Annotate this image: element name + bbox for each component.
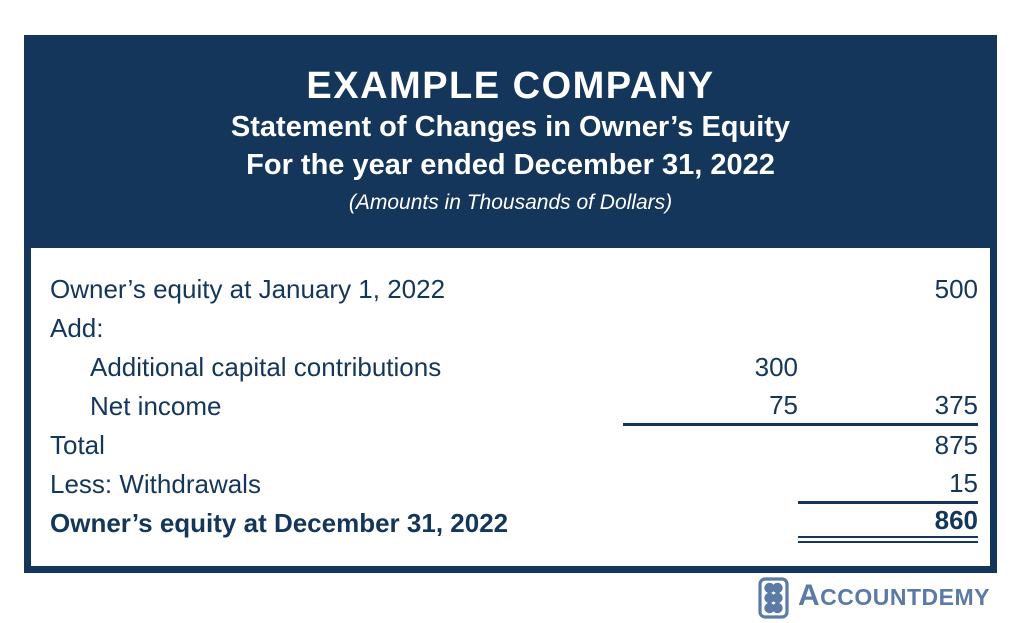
statement-note: (Amounts in Thousands of Dollars) xyxy=(348,191,673,214)
row-amount-right: 15 xyxy=(798,465,978,504)
row-amount-right: 875 xyxy=(934,430,978,460)
statement-title: Statement of Changes in Owner’s Equity xyxy=(230,111,791,143)
statement-rows: Owner’s equity at January 1, 2022 500 Ad… xyxy=(31,248,990,543)
row-label: Owner’s equity at December 31, 2022 xyxy=(50,508,509,538)
statement-period: For the year ended December 31, 2022 xyxy=(246,149,775,181)
statement-row: Less: Withdrawals 15 xyxy=(50,465,978,504)
brand-name: ACCOUNTDEMY xyxy=(798,575,990,622)
statement-row: Owner’s equity at December 31, 2022 860 xyxy=(50,504,978,543)
row-label: Additional capital contributions xyxy=(90,352,442,382)
brand-logo: ACCOUNTDEMY xyxy=(758,577,990,619)
row-label: Total xyxy=(50,430,105,460)
row-amount-middle xyxy=(623,309,798,348)
row-amount-right xyxy=(798,309,978,348)
row-label: Add: xyxy=(50,313,104,343)
statement-row: Add: xyxy=(50,309,978,348)
row-amount-middle xyxy=(623,270,798,309)
statement-header: EXAMPLE COMPANY Statement of Changes in … xyxy=(31,42,990,248)
row-amount-right xyxy=(798,348,978,387)
row-label: Net income xyxy=(90,391,222,421)
abacus-icon xyxy=(758,577,789,619)
row-amount-middle: 75 xyxy=(623,387,798,426)
row-amount-middle xyxy=(623,504,798,543)
statement-card: EXAMPLE COMPANY Statement of Changes in … xyxy=(24,35,997,573)
row-label: Owner’s equity at January 1, 2022 xyxy=(50,274,446,304)
row-amount-right: 375 xyxy=(798,387,978,426)
statement-row: Owner’s equity at January 1, 2022 500 xyxy=(50,270,978,309)
statement-row: Total 875 xyxy=(50,426,978,465)
row-amount-right: 500 xyxy=(934,274,978,304)
row-amount-right: 860 xyxy=(798,504,978,543)
row-amount-middle xyxy=(623,426,798,465)
brand-name-initial: A xyxy=(797,578,821,612)
row-label: Less: Withdrawals xyxy=(50,469,261,499)
statement-row: Additional capital contributions 300 xyxy=(50,348,978,387)
brand-name-rest: CCOUNTDEMY xyxy=(820,583,990,610)
row-amount-middle: 300 xyxy=(754,352,798,382)
statement-row: Net income 75 375 xyxy=(50,387,978,426)
company-name: EXAMPLE COMPANY xyxy=(306,65,715,107)
row-amount-middle xyxy=(623,465,798,504)
